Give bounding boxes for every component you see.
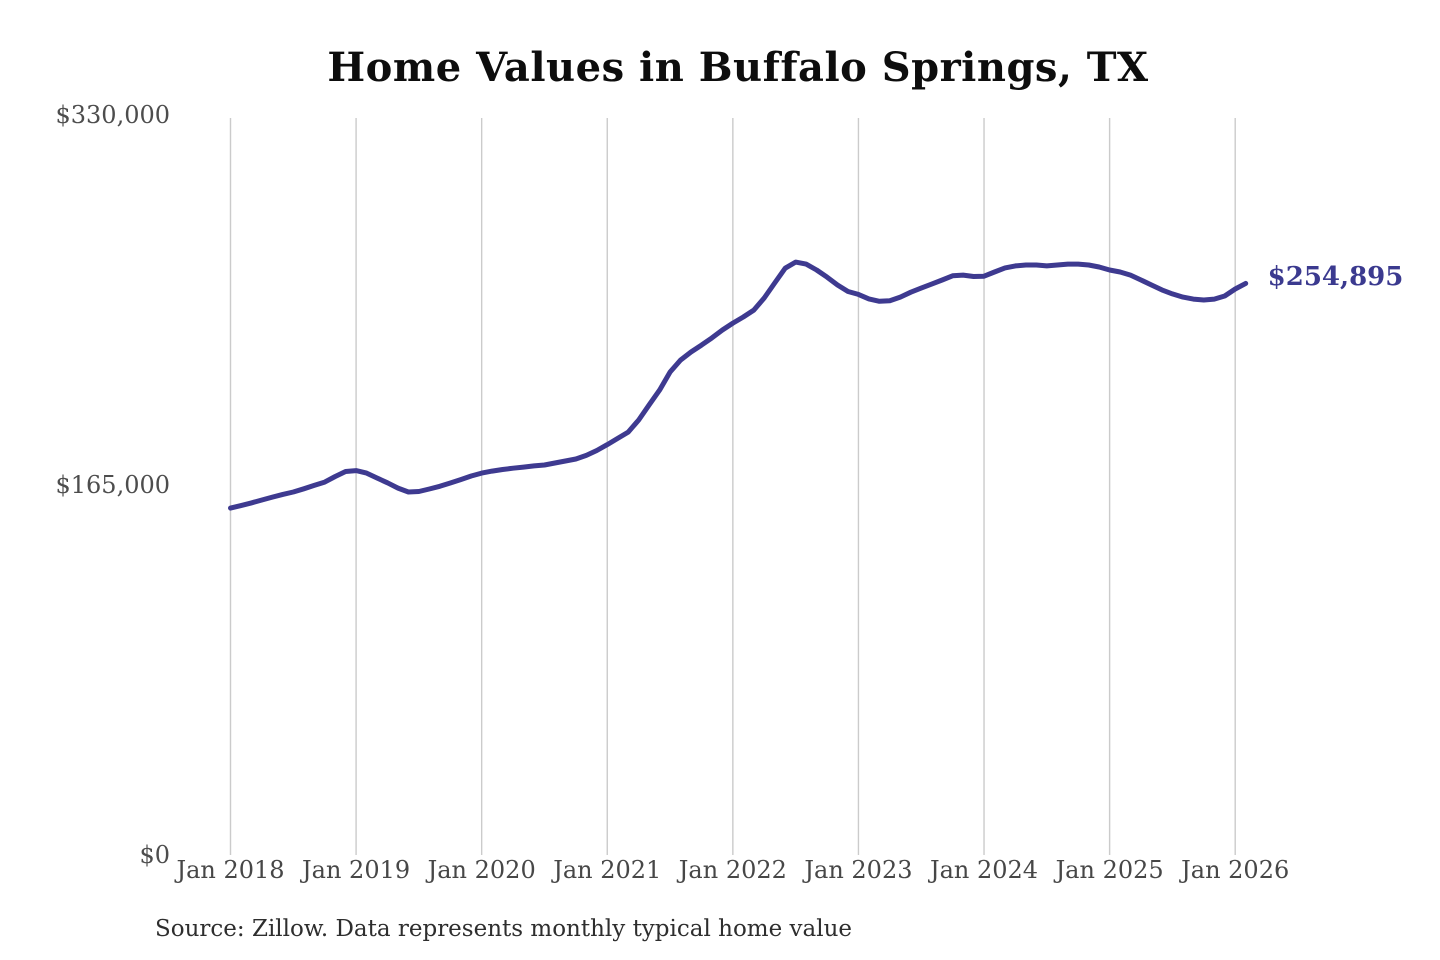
x-axis-tick-jan-2026: Jan 2026 (1181, 856, 1290, 884)
x-axis-tick-jan-2024: Jan 2024 (929, 856, 1039, 884)
x-axis-tick-jan-2020: Jan 2020 (427, 856, 536, 884)
y-axis-tick-165000: $165,000 (55, 471, 170, 499)
y-axis-tick-0: $0 (139, 841, 170, 869)
home-value-line (228, 259, 1249, 511)
current-value-label: $254,895 (1267, 262, 1404, 293)
x-axis-tick-jan-2025: Jan 2025 (1055, 856, 1164, 884)
chart-title: Home Values in Buffalo Springs, TX (327, 44, 1149, 91)
y-axis-tick-330000: $330,000 (55, 101, 170, 129)
gridlines (229, 118, 1236, 855)
x-axis-tick-jan-2018: Jan 2018 (176, 856, 285, 884)
source-note: Source: Zillow. Data represents monthly … (155, 916, 853, 942)
x-axis-tick-jan-2022: Jan 2022 (678, 856, 787, 884)
x-axis-tick-jan-2019: Jan 2019 (302, 856, 411, 884)
x-axis-tick-jan-2023: Jan 2023 (804, 856, 913, 884)
x-axis-tick-jan-2021: Jan 2021 (553, 856, 662, 884)
